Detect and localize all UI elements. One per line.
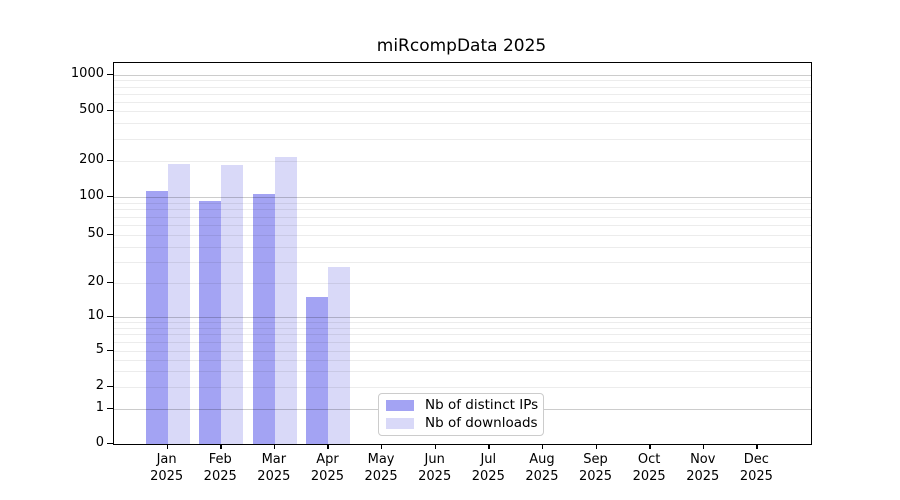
y-tick-label: 500	[79, 102, 104, 117]
major-gridline	[114, 197, 811, 198]
bars-layer	[114, 63, 811, 444]
y-tick-mark	[107, 282, 113, 284]
bar-downloads	[221, 165, 244, 444]
y-tick-label: 20	[87, 274, 104, 289]
y-tick-mark	[107, 316, 113, 318]
x-tick-mark	[381, 444, 383, 449]
y-tick-mark	[107, 386, 113, 388]
x-tick-label: Oct 2025	[632, 452, 666, 484]
x-tick-mark	[541, 444, 544, 449]
minor-gridline	[114, 209, 811, 211]
minor-gridline	[114, 202, 811, 204]
y-tick-mark	[107, 74, 113, 76]
legend-label-downloads: Nb of downloads	[425, 415, 538, 431]
minor-gridline	[114, 371, 811, 373]
y-tick-label: 5	[95, 342, 104, 357]
x-tick-label: Aug 2025	[525, 452, 559, 484]
y-tick-label: 2	[95, 378, 104, 393]
bar-distinct-ips	[306, 297, 329, 444]
minor-gridline	[114, 86, 811, 88]
x-tick-label: Jul 2025	[471, 452, 505, 484]
x-tick-mark	[595, 444, 597, 449]
y-tick-mark	[107, 196, 113, 198]
minor-gridline	[114, 351, 811, 352]
x-tick-label: Nov 2025	[686, 452, 720, 484]
bar-downloads	[328, 267, 351, 444]
y-tick-mark	[107, 408, 113, 410]
minor-gridline	[114, 80, 811, 82]
minor-gridline	[114, 161, 811, 162]
y-tick-mark	[107, 350, 113, 352]
major-gridline	[114, 317, 811, 318]
minor-gridline	[114, 342, 811, 344]
y-tick-label: 0	[95, 435, 104, 450]
bar-downloads	[274, 157, 297, 444]
y-tick-mark	[107, 160, 113, 162]
x-tick-label: Apr 2025	[310, 452, 344, 484]
minor-gridline	[114, 359, 811, 361]
x-tick-label: May 2025	[364, 452, 398, 484]
minor-gridline	[114, 283, 811, 284]
y-tick-label: 1000	[70, 66, 104, 81]
y-tick-label: 100	[79, 188, 104, 203]
y-tick-mark	[107, 443, 113, 445]
x-tick-mark	[327, 444, 329, 449]
legend-row-distinct-ips: Nb of distinct IPs	[386, 397, 539, 413]
x-tick-mark	[649, 444, 651, 449]
minor-gridline	[114, 123, 811, 125]
x-tick-mark	[273, 444, 276, 449]
legend-swatch-downloads	[386, 418, 414, 429]
x-tick-mark	[434, 444, 437, 449]
legend-swatch-distinct-ips	[386, 400, 414, 411]
x-tick-label: Sep 2025	[578, 452, 613, 484]
x-tick-mark	[220, 444, 222, 449]
bar-distinct-ips	[252, 193, 275, 444]
x-tick-label: Feb 2025	[203, 452, 237, 484]
minor-gridline	[114, 334, 811, 336]
minor-gridline	[114, 322, 811, 324]
minor-gridline	[114, 101, 811, 103]
minor-gridline	[114, 93, 811, 95]
minor-gridline	[114, 235, 811, 236]
x-tick-label: Mar 2025	[257, 452, 291, 484]
x-tick-mark	[166, 444, 168, 449]
legend-label-distinct-ips: Nb of distinct IPs	[425, 397, 539, 413]
y-tick-label: 1	[95, 400, 104, 415]
bar-downloads	[167, 163, 190, 444]
minor-gridline	[114, 261, 811, 263]
x-tick-label: Dec 2025	[739, 452, 773, 484]
y-tick-label: 10	[87, 308, 104, 323]
legend-row-downloads: Nb of downloads	[386, 415, 538, 431]
x-tick-mark	[488, 444, 490, 449]
y-tick-mark	[107, 110, 113, 112]
x-tick-mark	[702, 444, 705, 449]
x-tick-mark	[756, 444, 758, 449]
minor-gridline	[114, 111, 811, 112]
y-tick-label: 200	[79, 152, 104, 167]
y-tick-mark	[107, 234, 113, 236]
x-tick-label: Jun 2025	[418, 452, 452, 484]
major-gridline	[114, 75, 811, 76]
legend: Nb of distinct IPs Nb of downloads	[378, 393, 544, 436]
chart-title: miRcompData 2025	[376, 36, 547, 56]
grid-layer	[114, 63, 811, 444]
minor-gridline	[114, 225, 811, 226]
minor-gridline	[114, 216, 811, 218]
minor-gridline	[114, 138, 811, 140]
x-tick-label: Jan 2025	[150, 452, 184, 484]
minor-gridline	[114, 387, 811, 388]
minor-gridline	[114, 327, 811, 329]
plot-area	[113, 62, 812, 445]
y-tick-label: 50	[87, 226, 104, 241]
minor-gridline	[114, 246, 811, 248]
